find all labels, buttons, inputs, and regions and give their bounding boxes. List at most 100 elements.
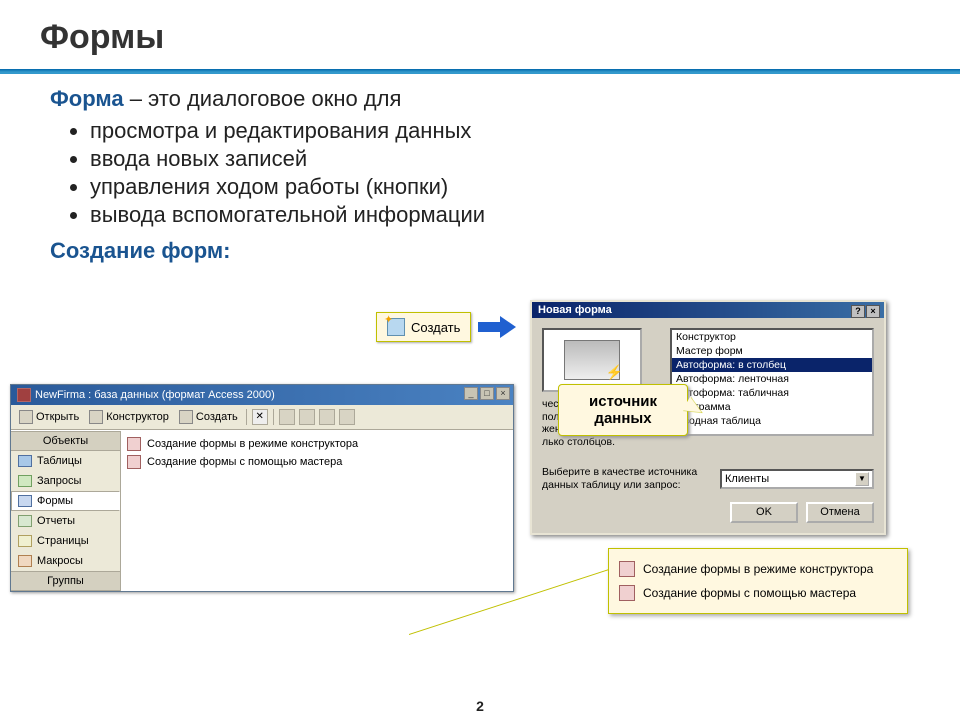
db-titlebar: NewFirma : база данных (формат Access 20…	[11, 385, 513, 405]
db-main: Создание формы в режиме конструктора Соз…	[121, 431, 513, 591]
dlg-type-list[interactable]: Конструктор Мастер форм Автоформа: в сто…	[670, 328, 874, 436]
callout-data-source: источник данных	[558, 384, 688, 436]
db-toolbar: Открыть Конструктор Создать ✕	[11, 405, 513, 430]
bullet-list: просмотра и редактирования данных ввода …	[90, 118, 910, 228]
sidebar-label: Отчеты	[37, 515, 75, 527]
list-option[interactable]: Конструктор	[672, 330, 872, 344]
callout-item: Создание формы с помощью мастера	[619, 581, 897, 605]
sidebar-label: Формы	[37, 495, 73, 507]
main-item[interactable]: Создание формы с помощью мастера	[127, 453, 507, 471]
db-title: NewFirma : база данных (формат Access 20…	[35, 389, 275, 401]
create-button[interactable]: Создать	[175, 408, 242, 426]
list-option[interactable]: Автоформа: табличная	[672, 386, 872, 400]
separator	[246, 409, 247, 425]
subheading: Создание форм:	[50, 238, 910, 264]
main-item-label: Создание формы в режиме конструктора	[147, 438, 358, 450]
sidebar-section-groups: Группы	[11, 571, 120, 591]
view-details-icon[interactable]	[339, 409, 355, 425]
separator	[273, 409, 274, 425]
create-label: Создать	[411, 320, 460, 335]
close-button[interactable]: ×	[496, 387, 510, 400]
close-button[interactable]: ×	[866, 305, 880, 318]
open-label: Открыть	[36, 411, 79, 423]
page-icon	[18, 535, 32, 547]
db-sidebar: Объекты Таблицы Запросы Формы Отчеты Стр…	[11, 431, 121, 591]
main-item[interactable]: Создание формы в режиме конструктора	[127, 435, 507, 453]
bullet-item: управления ходом работы (кнопки)	[90, 174, 910, 200]
list-option[interactable]: Автоформа: ленточная	[672, 372, 872, 386]
view-small-icon[interactable]	[299, 409, 315, 425]
design-icon	[89, 410, 103, 424]
bullet-item: просмотра и редактирования данных	[90, 118, 910, 144]
design-label: Конструктор	[106, 411, 169, 423]
slide-title: Формы	[40, 18, 920, 57]
definition-rest: – это диалоговое окно для	[124, 86, 402, 111]
db-body: Объекты Таблицы Запросы Формы Отчеты Стр…	[11, 430, 513, 591]
wizard-icon	[127, 437, 141, 451]
sidebar-item-tables[interactable]: Таблицы	[11, 451, 120, 471]
definition-line: Форма – это диалоговое окно для	[50, 86, 910, 112]
create-button-chip[interactable]: Создать	[376, 312, 471, 342]
create-icon	[179, 410, 193, 424]
sidebar-item-forms[interactable]: Формы	[11, 491, 120, 511]
form-icon	[18, 495, 32, 507]
minimize-button[interactable]: _	[464, 387, 478, 400]
combo-value: Клиенты	[725, 473, 769, 485]
dlg-titlebar: Новая форма ? ×	[532, 302, 884, 318]
page-number: 2	[476, 698, 484, 714]
diagram-stage: Создать NewFirma : база данных (формат A…	[0, 300, 960, 720]
source-combo[interactable]: Клиенты ▼	[720, 469, 874, 489]
dlg-row-source: Выберите в качестве источника данных таб…	[542, 466, 874, 491]
callout-wizard-list: Создание формы в режиме конструктора Соз…	[608, 548, 908, 614]
sidebar-item-reports[interactable]: Отчеты	[11, 511, 120, 531]
callout-item-label: Создание формы с помощью мастера	[643, 586, 856, 600]
bullet-item: вывода вспомогательной информации	[90, 202, 910, 228]
access-icon	[17, 388, 31, 402]
dlg-window-buttons: ? ×	[851, 305, 880, 318]
callout-line: данных	[594, 410, 651, 427]
dlg-preview	[542, 328, 642, 392]
query-icon	[18, 475, 32, 487]
open-icon	[19, 410, 33, 424]
wizard-icon	[127, 455, 141, 469]
open-button[interactable]: Открыть	[15, 408, 83, 426]
view-list-icon[interactable]	[319, 409, 335, 425]
design-button[interactable]: Конструктор	[85, 408, 173, 426]
callout-item: Создание формы в режиме конструктора	[619, 557, 897, 581]
window-buttons: _ □ ×	[464, 387, 510, 400]
dlg-buttons: OK Отмена	[542, 502, 874, 523]
ok-button[interactable]: OK	[730, 502, 798, 523]
bullet-item: ввода новых записей	[90, 146, 910, 172]
view-large-icon[interactable]	[279, 409, 295, 425]
list-option[interactable]: Мастер форм	[672, 344, 872, 358]
table-icon	[18, 455, 32, 467]
sidebar-label: Таблицы	[37, 455, 82, 467]
chevron-down-icon[interactable]: ▼	[855, 472, 869, 486]
wizard-icon	[619, 561, 635, 577]
sidebar-item-queries[interactable]: Запросы	[11, 471, 120, 491]
sidebar-label: Макросы	[37, 555, 83, 567]
dlg-title: Новая форма	[538, 304, 612, 316]
sidebar-item-macros[interactable]: Макросы	[11, 551, 120, 571]
cancel-button[interactable]: Отмена	[806, 502, 874, 523]
source-label: Выберите в качестве источника данных таб…	[542, 466, 712, 491]
help-button[interactable]: ?	[851, 305, 865, 318]
new-form-icon	[387, 318, 405, 336]
sidebar-item-pages[interactable]: Страницы	[11, 531, 120, 551]
term: Форма	[50, 86, 124, 111]
slide-content: Форма – это диалоговое окно для просмотр…	[0, 74, 960, 276]
callout-item-label: Создание формы в режиме конструктора	[643, 562, 873, 576]
database-window: NewFirma : база данных (формат Access 20…	[10, 384, 514, 592]
list-option-selected[interactable]: Автоформа: в столбец	[672, 358, 872, 372]
delete-icon[interactable]: ✕	[252, 409, 268, 425]
sidebar-label: Страницы	[37, 535, 89, 547]
callout-line: источник	[589, 393, 657, 410]
create-label: Создать	[196, 411, 238, 423]
slide-header: Формы	[0, 0, 960, 65]
maximize-button[interactable]: □	[480, 387, 494, 400]
macro-icon	[18, 555, 32, 567]
report-icon	[18, 515, 32, 527]
arrow-right-icon	[478, 316, 518, 338]
desc-line: лько столбцов.	[542, 436, 615, 448]
list-option[interactable]: Сводная таблица	[672, 414, 872, 428]
